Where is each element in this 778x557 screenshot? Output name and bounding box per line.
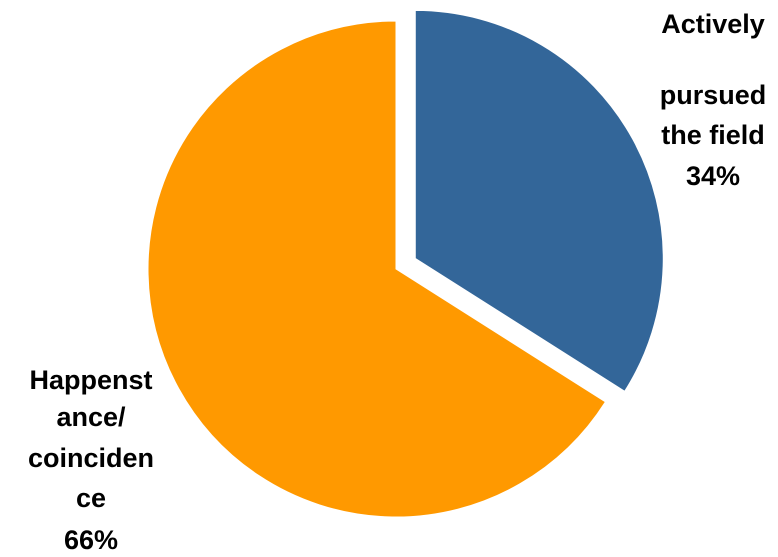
slice-value-label-actively: 34% xyxy=(686,161,740,191)
slice-label-happenstance-line-3: coinciden xyxy=(28,443,154,473)
slice-labels: Actively pursued the field 34% Happenst … xyxy=(28,9,766,555)
slice-label-actively-line-1: Actively xyxy=(661,9,765,39)
pie-slice-actively-pursued xyxy=(414,9,664,392)
slice-label-actively-line-3: the field xyxy=(661,120,765,150)
slice-label-happenstance-line-4: ce xyxy=(76,483,106,513)
slice-value-label-happenstance: 66% xyxy=(64,525,118,555)
slice-label-happenstance-line-2: ance/ xyxy=(56,402,126,432)
slice-label-actively-line-2: pursued xyxy=(660,80,767,110)
slice-label-happenstance-line-1: Happenst xyxy=(29,365,152,395)
pie-slices xyxy=(147,9,664,518)
pie-slice-happenstance xyxy=(147,20,607,518)
